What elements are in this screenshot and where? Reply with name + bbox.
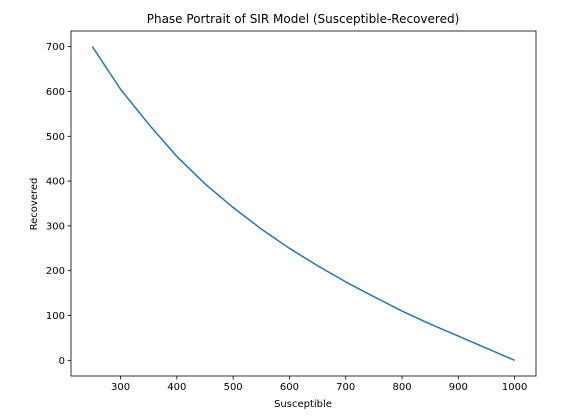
x-tick-label: 900 <box>449 382 468 393</box>
x-tick-label: 500 <box>224 382 243 393</box>
y-tick-label: 500 <box>46 132 65 143</box>
x-axis-label: Susceptible <box>274 399 332 410</box>
x-tick-label: 300 <box>111 382 130 393</box>
y-tick-label: 200 <box>46 266 65 277</box>
x-tick-label: 800 <box>392 382 411 393</box>
plot-area: 300 400 500 600 700 800 900 1000 0 100 200 300 400 50… <box>46 30 537 393</box>
x-tick-label: 600 <box>280 382 299 393</box>
y-tick-label: 100 <box>46 311 65 322</box>
y-tick-label: 600 <box>46 87 65 98</box>
x-tick-label: 1000 <box>502 382 527 393</box>
series-line <box>91 46 515 362</box>
y-axis-label: Recovered <box>29 178 40 231</box>
plot-frame <box>70 30 537 377</box>
y-tick-label: 300 <box>46 221 65 232</box>
y-tick-label: 400 <box>46 177 65 188</box>
chart-title: Phase Portrait of SIR Model (Susceptible… <box>147 12 460 26</box>
y-tick-label: 0 <box>59 356 65 367</box>
x-tick-label: 700 <box>336 382 355 393</box>
x-tick-label: 400 <box>167 382 186 393</box>
y-tick-label: 700 <box>46 42 65 53</box>
